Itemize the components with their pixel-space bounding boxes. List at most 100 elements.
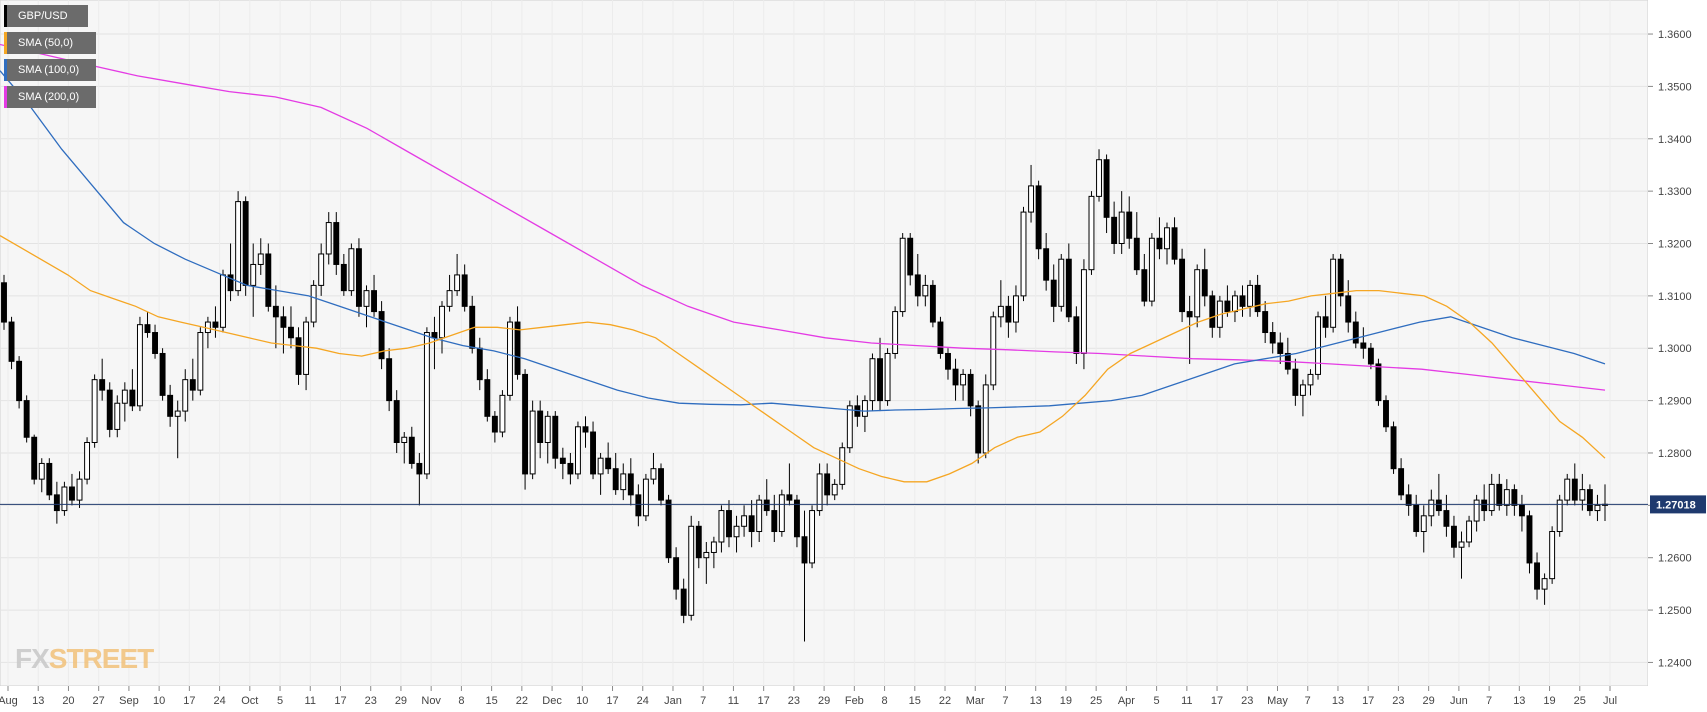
- y-tick-label: 1.2400: [1658, 657, 1692, 669]
- candle-body: [1103, 159, 1110, 218]
- candle-body: [84, 441, 91, 480]
- candle-body: [914, 274, 921, 297]
- candle-body: [1141, 269, 1148, 302]
- candle-body: [1035, 185, 1042, 250]
- candle-body: [1367, 347, 1374, 365]
- candle-body: [741, 515, 748, 527]
- candle-body: [446, 290, 453, 307]
- y-tick-label: 1.2800: [1658, 448, 1692, 460]
- x-tick-label: May: [1267, 695, 1288, 707]
- candle-body: [695, 525, 702, 559]
- candle-body: [476, 347, 483, 381]
- legend-swatch-gbpusd: [4, 5, 7, 27]
- candle-body: [1518, 504, 1525, 517]
- candle-body: [182, 379, 189, 412]
- candle-body: [363, 290, 370, 307]
- x-tick-label: 17: [758, 695, 770, 707]
- candle-body: [1111, 216, 1118, 245]
- candle-body: [461, 274, 468, 307]
- legend-item-sma200[interactable]: SMA (200,0): [4, 86, 96, 108]
- candle-body: [491, 415, 498, 433]
- candle-body: [499, 394, 506, 433]
- candle-body: [272, 305, 279, 318]
- candle-body: [1315, 316, 1321, 375]
- y-tick-label: 1.2600: [1658, 553, 1692, 565]
- x-tick-label: 13: [1030, 695, 1042, 707]
- candle-body: [1088, 195, 1095, 271]
- candle-body: [1277, 342, 1284, 354]
- candle-body: [771, 510, 778, 533]
- candle-body: [559, 457, 566, 464]
- candle-body: [340, 263, 347, 292]
- candle-body: [114, 402, 121, 430]
- candle-body: [1179, 258, 1186, 313]
- candle-body: [552, 415, 559, 459]
- legend-label-sma50: SMA (50,0): [18, 37, 74, 49]
- candle-body: [514, 321, 521, 375]
- legend-item-gbpusd[interactable]: GBP/USD: [4, 5, 88, 27]
- candle-body: [688, 525, 695, 616]
- candle-body: [348, 248, 355, 292]
- candle-body: [952, 368, 959, 386]
- candle-body: [1420, 515, 1427, 533]
- candle-body: [1148, 237, 1155, 302]
- x-tick-label: 19: [1543, 695, 1555, 707]
- legend-item-sma100[interactable]: SMA (100,0): [4, 59, 96, 81]
- sma50-line: [0, 235, 1606, 483]
- candle-body: [544, 415, 551, 443]
- candle-body: [869, 358, 876, 402]
- candle-body: [235, 201, 242, 292]
- legend-item-sma50[interactable]: SMA (50,0): [4, 32, 96, 54]
- x-tick-label: 8: [458, 695, 464, 707]
- candle-body: [129, 389, 136, 407]
- candle-body: [937, 321, 944, 354]
- candle-body: [1345, 295, 1352, 323]
- x-tick-label: 7: [1486, 695, 1492, 707]
- candle-body: [439, 305, 445, 339]
- candle-body: [574, 426, 581, 475]
- candle-body: [333, 222, 340, 265]
- candle-body: [303, 321, 310, 375]
- x-tick-label: 15: [485, 695, 497, 707]
- x-tick-label: 25: [1090, 695, 1102, 707]
- candle-body: [529, 410, 536, 475]
- x-tick-label: 29: [1423, 695, 1435, 707]
- candle-body: [680, 588, 687, 616]
- candle-body: [1254, 284, 1261, 313]
- x-tick-label: 7: [700, 695, 706, 707]
- legend-swatch-sma100: [4, 59, 7, 81]
- candle-body: [371, 290, 377, 313]
- candle-body: [1322, 316, 1329, 328]
- candle-body: [763, 499, 770, 512]
- candle-body: [1390, 426, 1397, 470]
- candle-body: [280, 316, 287, 328]
- candle-body: [975, 405, 982, 454]
- candle-body: [1232, 295, 1238, 313]
- candle-body: [1352, 321, 1359, 344]
- candle-body: [144, 324, 151, 334]
- candle-body: [1299, 384, 1306, 396]
- candle-body: [8, 321, 15, 362]
- candle-body: [756, 499, 763, 533]
- candle-body: [318, 253, 325, 286]
- candle-body: [793, 499, 800, 538]
- candle-body: [23, 400, 30, 438]
- x-tick-label: 17: [606, 695, 618, 707]
- candle-body: [1586, 489, 1593, 512]
- legend-label-gbpusd: GBP/USD: [18, 10, 68, 22]
- candle-body: [582, 426, 589, 433]
- legend-label-sma100: SMA (100,0): [18, 64, 80, 76]
- x-tick-label: 23: [1241, 695, 1253, 707]
- x-tick-label: 19: [1060, 695, 1072, 707]
- candle-body: [1443, 510, 1450, 527]
- candle-body: [861, 400, 868, 417]
- candle-body: [1556, 499, 1563, 533]
- logo-fx: FX: [15, 643, 50, 674]
- candle-body: [642, 478, 649, 517]
- x-tick-label: 13: [1332, 695, 1344, 707]
- candle-body: [99, 379, 106, 391]
- x-tick-label: 24: [637, 695, 649, 707]
- candle-body: [152, 332, 158, 354]
- x-tick-label: 25: [1574, 695, 1586, 707]
- x-tick-label: 24: [213, 695, 225, 707]
